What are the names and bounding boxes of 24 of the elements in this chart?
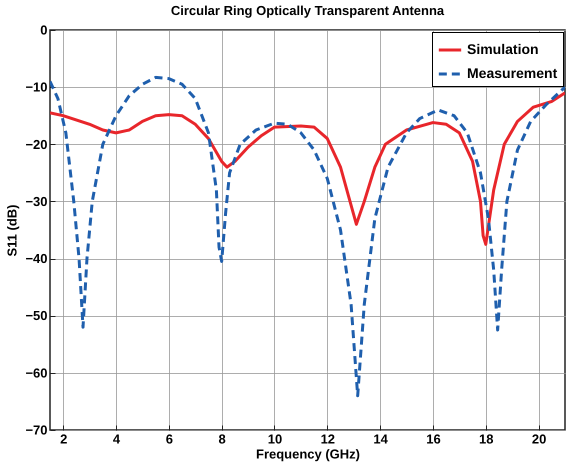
y-tick-label: −50 <box>25 308 48 324</box>
chart-title: Circular Ring Optically Transparent Antenna <box>170 3 445 18</box>
x-tick-label: 18 <box>479 432 494 446</box>
x-tick-label: 6 <box>166 432 173 446</box>
x-tick-label: 4 <box>112 432 121 446</box>
y-tick-label: −70 <box>25 422 48 438</box>
y-tick-label: −60 <box>25 365 48 380</box>
legend-label: Simulation <box>467 41 539 57</box>
y-axis-title: S11 (dB) <box>4 204 20 257</box>
y-tick-label: 0 <box>40 22 48 38</box>
x-tick-label: 10 <box>268 432 282 446</box>
y-tick-label: −30 <box>25 194 48 209</box>
x-tick-label: 16 <box>426 432 441 446</box>
line-series <box>50 91 565 246</box>
x-tick-label: 8 <box>218 432 226 446</box>
x-axis-title: Frequency (GHz) <box>256 446 360 462</box>
legend-label: Measurement <box>467 65 558 81</box>
y-tick-label: −20 <box>25 136 48 152</box>
x-tick-label: 14 <box>373 432 389 446</box>
y-tick-label: −40 <box>25 251 48 266</box>
x-tick-label: 2 <box>60 432 68 446</box>
y-tick-label: −10 <box>25 80 48 95</box>
x-tick-label: 20 <box>532 432 546 446</box>
x-tick-label: 12 <box>320 432 336 446</box>
